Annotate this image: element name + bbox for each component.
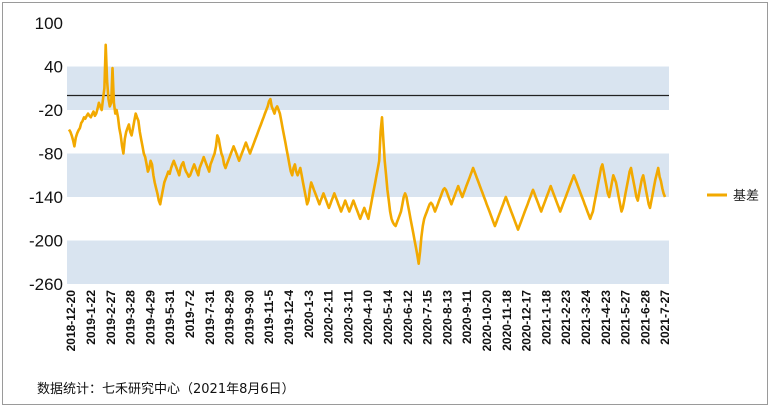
x-tick-label: 2019-2-27 <box>104 290 118 345</box>
y-tick-label: 40 <box>44 58 63 77</box>
y-tick-label: -140 <box>29 188 63 207</box>
x-tick-label: 2021-1-18 <box>539 290 553 345</box>
x-tick-label: 2020-6-12 <box>401 290 415 345</box>
x-tick-label: 2020-2-11 <box>322 290 336 344</box>
legend-label-basis: 基差 <box>733 189 759 204</box>
x-tick-label: 2020-3-11 <box>341 290 355 344</box>
source-note: 数据统计：七禾研究中心（2021年8月6日） <box>37 382 295 397</box>
x-tick-label: 2021-5-27 <box>619 290 633 345</box>
y-tick-label: -200 <box>29 232 63 251</box>
line-chart: 100 40 -20 -80 -140 -200 -260 2018-12-20 2019-1… <box>29 14 759 352</box>
shaded-band-0 <box>67 66 669 110</box>
y-tick-label: -260 <box>29 275 63 294</box>
x-tick-label: 2020-7-15 <box>421 290 435 345</box>
x-tick-label: 2019-7-31 <box>203 290 217 345</box>
series-line-basis <box>67 43 667 266</box>
x-axis-ticks: 2018-12-20 2019-1-22 2019-2-27 2019-3-28 201… <box>64 290 672 352</box>
x-tick-label: 2020-5-14 <box>381 290 395 345</box>
x-tick-label: 2020-10-20 <box>480 290 494 352</box>
x-tick-label: 2018-12-20 <box>64 290 78 352</box>
x-tick-label: 2021-4-23 <box>599 290 613 345</box>
legend: 基差 <box>707 189 759 204</box>
x-tick-label: 2019-5-31 <box>163 290 177 345</box>
x-tick-label: 2021-6-28 <box>638 290 652 345</box>
x-tick-label: 2020-1-3 <box>302 290 316 338</box>
x-tick-label: 2020-8-13 <box>440 290 454 345</box>
x-tick-label: 2019-3-28 <box>124 290 138 345</box>
x-tick-label: 2019-7-2 <box>183 290 197 338</box>
y-tick-label: -80 <box>38 145 63 164</box>
x-tick-label: 2019-12-4 <box>282 290 296 345</box>
shaded-bands <box>67 66 669 284</box>
x-tick-label: 2019-1-22 <box>84 290 98 345</box>
shaded-band-2 <box>67 240 669 284</box>
x-tick-label: 2019-8-29 <box>223 290 237 345</box>
x-tick-label: 2021-7-27 <box>658 290 672 345</box>
x-tick-label: 2019-9-30 <box>242 290 256 345</box>
x-tick-label: 2020-11-18 <box>500 290 514 351</box>
y-tick-label: 100 <box>35 14 63 33</box>
x-tick-label: 2020-9-11 <box>460 290 474 344</box>
x-tick-label: 2019-4-29 <box>143 290 157 345</box>
chart-frame: 100 40 -20 -80 -140 -200 -260 2018-12-20 2019-1… <box>2 2 768 405</box>
y-axis-ticks: 100 40 -20 -80 -140 -200 -260 <box>29 14 63 294</box>
y-tick-label: -20 <box>38 101 63 120</box>
x-tick-label: 2020-12-17 <box>520 290 534 352</box>
x-tick-label: 2019-11-5 <box>262 290 276 344</box>
x-tick-label: 2020-4-10 <box>361 290 375 345</box>
x-tick-label: 2021-3-24 <box>579 290 593 345</box>
x-tick-label: 2021-2-23 <box>559 290 573 345</box>
